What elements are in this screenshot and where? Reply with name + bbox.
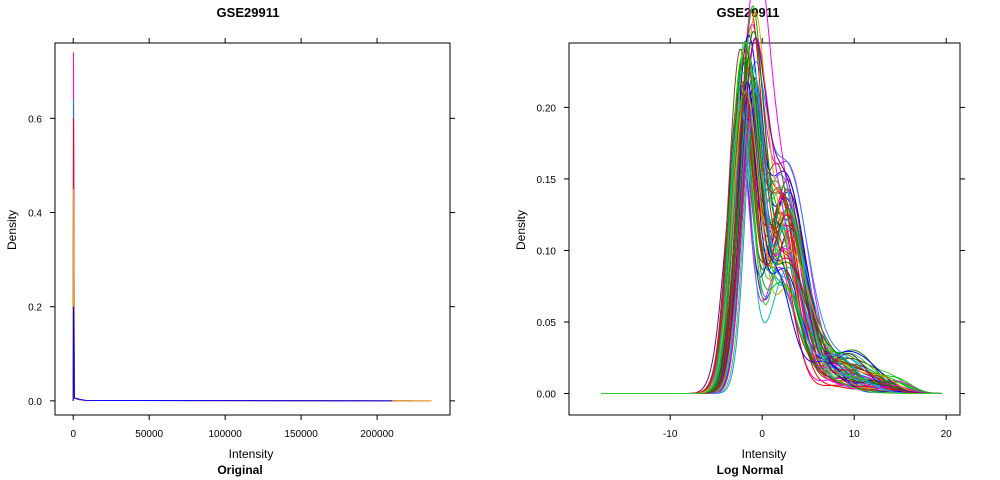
y-tick-label: 0.15 (537, 175, 557, 186)
axes-original: 0 50000 100000 150000 200000 0.0 0.2 0.4 0.6 (28, 38, 455, 440)
y-tick-label: 0.2 (28, 303, 42, 314)
y-tick-label: 0.00 (537, 390, 557, 401)
panel-log-normal: GSE29911 Log Normal Intensity Density -1… (514, 0, 965, 477)
density-line (601, 66, 942, 394)
x-tick-label: 150000 (284, 429, 318, 440)
x-axis-label-log-normal: Intensity (742, 447, 787, 461)
density-line (601, 71, 942, 394)
density-line (601, 67, 942, 394)
y-tick-label: 0.05 (537, 318, 557, 329)
density-line (601, 66, 942, 394)
x-tick-label: 100000 (208, 429, 242, 440)
series-lines-log-normal (601, 0, 942, 394)
chart-title-log-normal: GSE29911 (717, 5, 780, 20)
y-tick-label: 0.0 (28, 397, 42, 408)
chart-subtitle-original: Original (217, 463, 262, 477)
y-tick-label: 0.6 (28, 114, 42, 125)
x-tick-label: 50000 (135, 429, 163, 440)
chart-title-original: GSE29911 (217, 5, 280, 20)
density-line (72, 306, 393, 402)
density-line (72, 52, 431, 402)
x-tick-label: 0 (70, 429, 76, 440)
density-line (601, 48, 942, 394)
y-tick-label: 0.10 (537, 246, 557, 257)
y-tick-label: 0.20 (537, 103, 557, 114)
panel-original: GSE29911 Original Intensity Density 0 500… (5, 5, 455, 477)
x-tick-label: 200000 (360, 429, 394, 440)
y-axis-label-original: Density (5, 210, 19, 250)
x-tick-label: 10 (849, 429, 861, 440)
density-line (72, 99, 416, 402)
x-tick-label: -10 (663, 429, 678, 440)
y-tick-label: 0.4 (28, 209, 42, 220)
x-axis-label-original: Intensity (229, 447, 274, 461)
plot-frame-original (54, 42, 451, 416)
plot-frame-log-normal (568, 42, 961, 416)
y-axis-label-log-normal: Density (514, 210, 528, 250)
density-line (601, 41, 942, 394)
axes-log-normal: -10 0 10 20 0.00 0.05 0.10 0.15 0.20 (537, 38, 965, 440)
density-line (72, 188, 432, 402)
density-line (72, 118, 411, 402)
x-tick-label: 20 (941, 429, 953, 440)
x-tick-label: 0 (759, 429, 765, 440)
chart-subtitle-log-normal: Log Normal (717, 463, 784, 477)
series-lines-original (72, 52, 432, 402)
density-line (601, 23, 942, 394)
